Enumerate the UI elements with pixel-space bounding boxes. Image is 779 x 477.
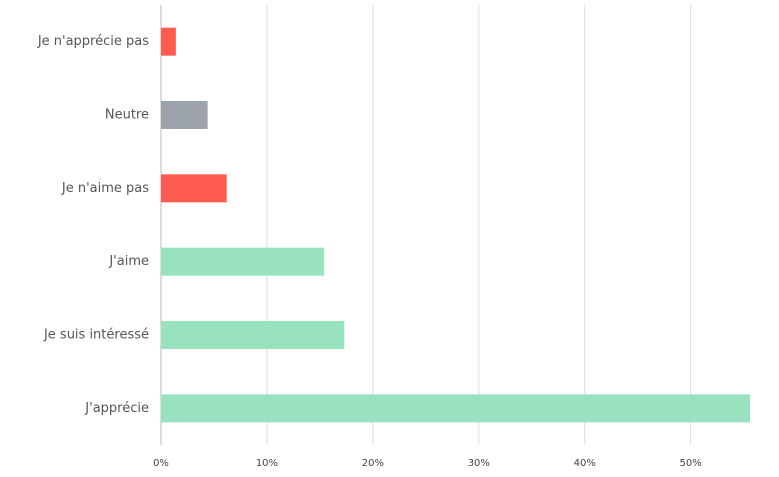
y-tick-label: J'apprécie (84, 401, 149, 416)
y-tick-label: J'aime (108, 254, 149, 269)
x-tick-label: 50% (680, 458, 702, 469)
y-tick-label: Je suis intéressé (43, 328, 149, 343)
bar (161, 174, 227, 203)
bar (161, 101, 208, 129)
bar (161, 247, 325, 276)
x-tick-label: 0% (153, 458, 169, 469)
y-tick-label: Neutre (105, 108, 149, 123)
x-tick-label: 30% (468, 458, 490, 469)
x-tick-label: 10% (256, 458, 278, 469)
x-tick-label: 40% (574, 458, 596, 469)
y-tick-label: Je n'apprécie pas (37, 34, 149, 49)
bar (161, 321, 345, 349)
x-tick-label: 20% (362, 458, 384, 469)
bar (161, 394, 750, 423)
bar (161, 27, 176, 56)
y-tick-label: Je n'aime pas (61, 181, 149, 196)
